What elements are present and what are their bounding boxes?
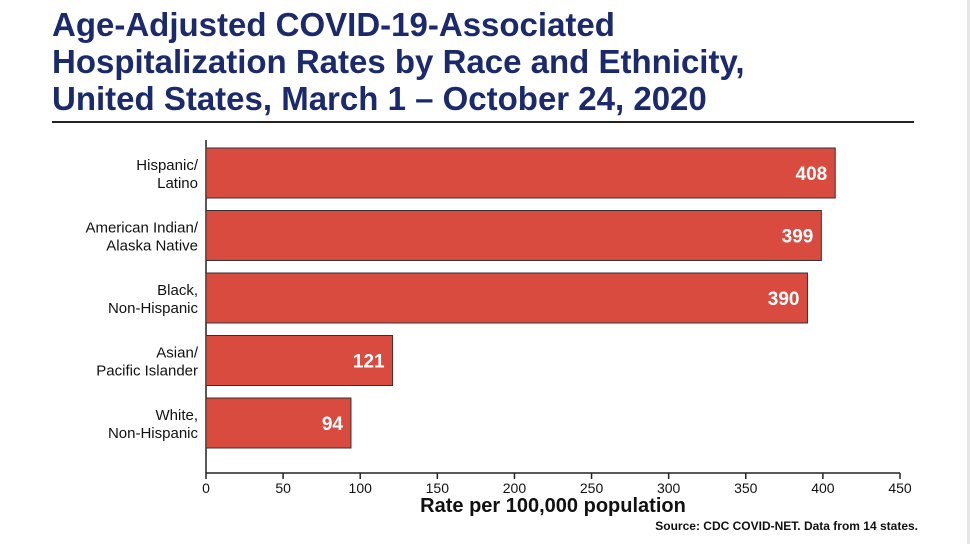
x-tick-label: 350 bbox=[734, 480, 758, 496]
x-tick-label: 50 bbox=[275, 480, 291, 496]
category-label-line: Black, bbox=[157, 282, 198, 299]
title-line-1: Age-Adjusted COVID-19-Associated bbox=[52, 6, 615, 43]
x-tick-label: 250 bbox=[580, 480, 604, 496]
category-label: Hispanic/Latino bbox=[136, 157, 199, 192]
title-divider bbox=[52, 121, 914, 123]
x-tick-label: 100 bbox=[349, 480, 373, 496]
x-tick-label: 150 bbox=[426, 480, 450, 496]
title-line-2: Hospitalization Rates by Race and Ethnic… bbox=[52, 43, 745, 80]
bar bbox=[205, 272, 808, 324]
category-label-line: Latino bbox=[157, 175, 198, 192]
category-label: Black, Non-Hispanic bbox=[108, 282, 199, 317]
bar bbox=[205, 147, 836, 199]
category-label-line: Non-Hispanic bbox=[108, 300, 199, 317]
title-line-3: United States, March 1 – October 24, 202… bbox=[52, 80, 707, 117]
category-label: White, Non-Hispanic bbox=[108, 407, 199, 442]
bar bbox=[205, 397, 352, 449]
category-label-line: Asian/ bbox=[156, 345, 199, 362]
category-label-line: Alaska Native bbox=[106, 238, 198, 255]
category-label-line: White, bbox=[155, 407, 198, 424]
x-tick-label: 0 bbox=[202, 480, 210, 496]
category-label-line: Hispanic/ bbox=[136, 157, 199, 174]
bar-value-label: 408 bbox=[796, 164, 828, 185]
source-note: Source: CDC COVID-NET. Data from 14 stat… bbox=[655, 519, 918, 533]
category-label-line: Pacific Islander bbox=[96, 363, 198, 380]
x-axis-label: Rate per 100,000 population bbox=[420, 495, 686, 517]
frame-edge bbox=[967, 0, 970, 544]
x-tick-label: 400 bbox=[811, 480, 835, 496]
category-label-line: Non-Hispanic bbox=[108, 425, 199, 442]
bar-value-label: 399 bbox=[782, 227, 814, 248]
category-label-line: American Indian/ bbox=[85, 220, 198, 237]
bar-value-label: 121 bbox=[353, 352, 385, 373]
category-label: American Indian/Alaska Native bbox=[85, 220, 198, 255]
bar-value-label: 94 bbox=[322, 414, 344, 435]
chart-title: Age-Adjusted COVID-19-Associated Hospita… bbox=[52, 6, 932, 117]
x-tick-label: 450 bbox=[888, 480, 912, 496]
bar bbox=[205, 335, 394, 386]
category-label: Asian/Pacific Islander bbox=[96, 345, 199, 380]
x-tick-label: 200 bbox=[503, 480, 527, 496]
bar bbox=[205, 210, 822, 261]
x-tick-label: 300 bbox=[657, 480, 681, 496]
bar-value-label: 390 bbox=[768, 289, 800, 310]
